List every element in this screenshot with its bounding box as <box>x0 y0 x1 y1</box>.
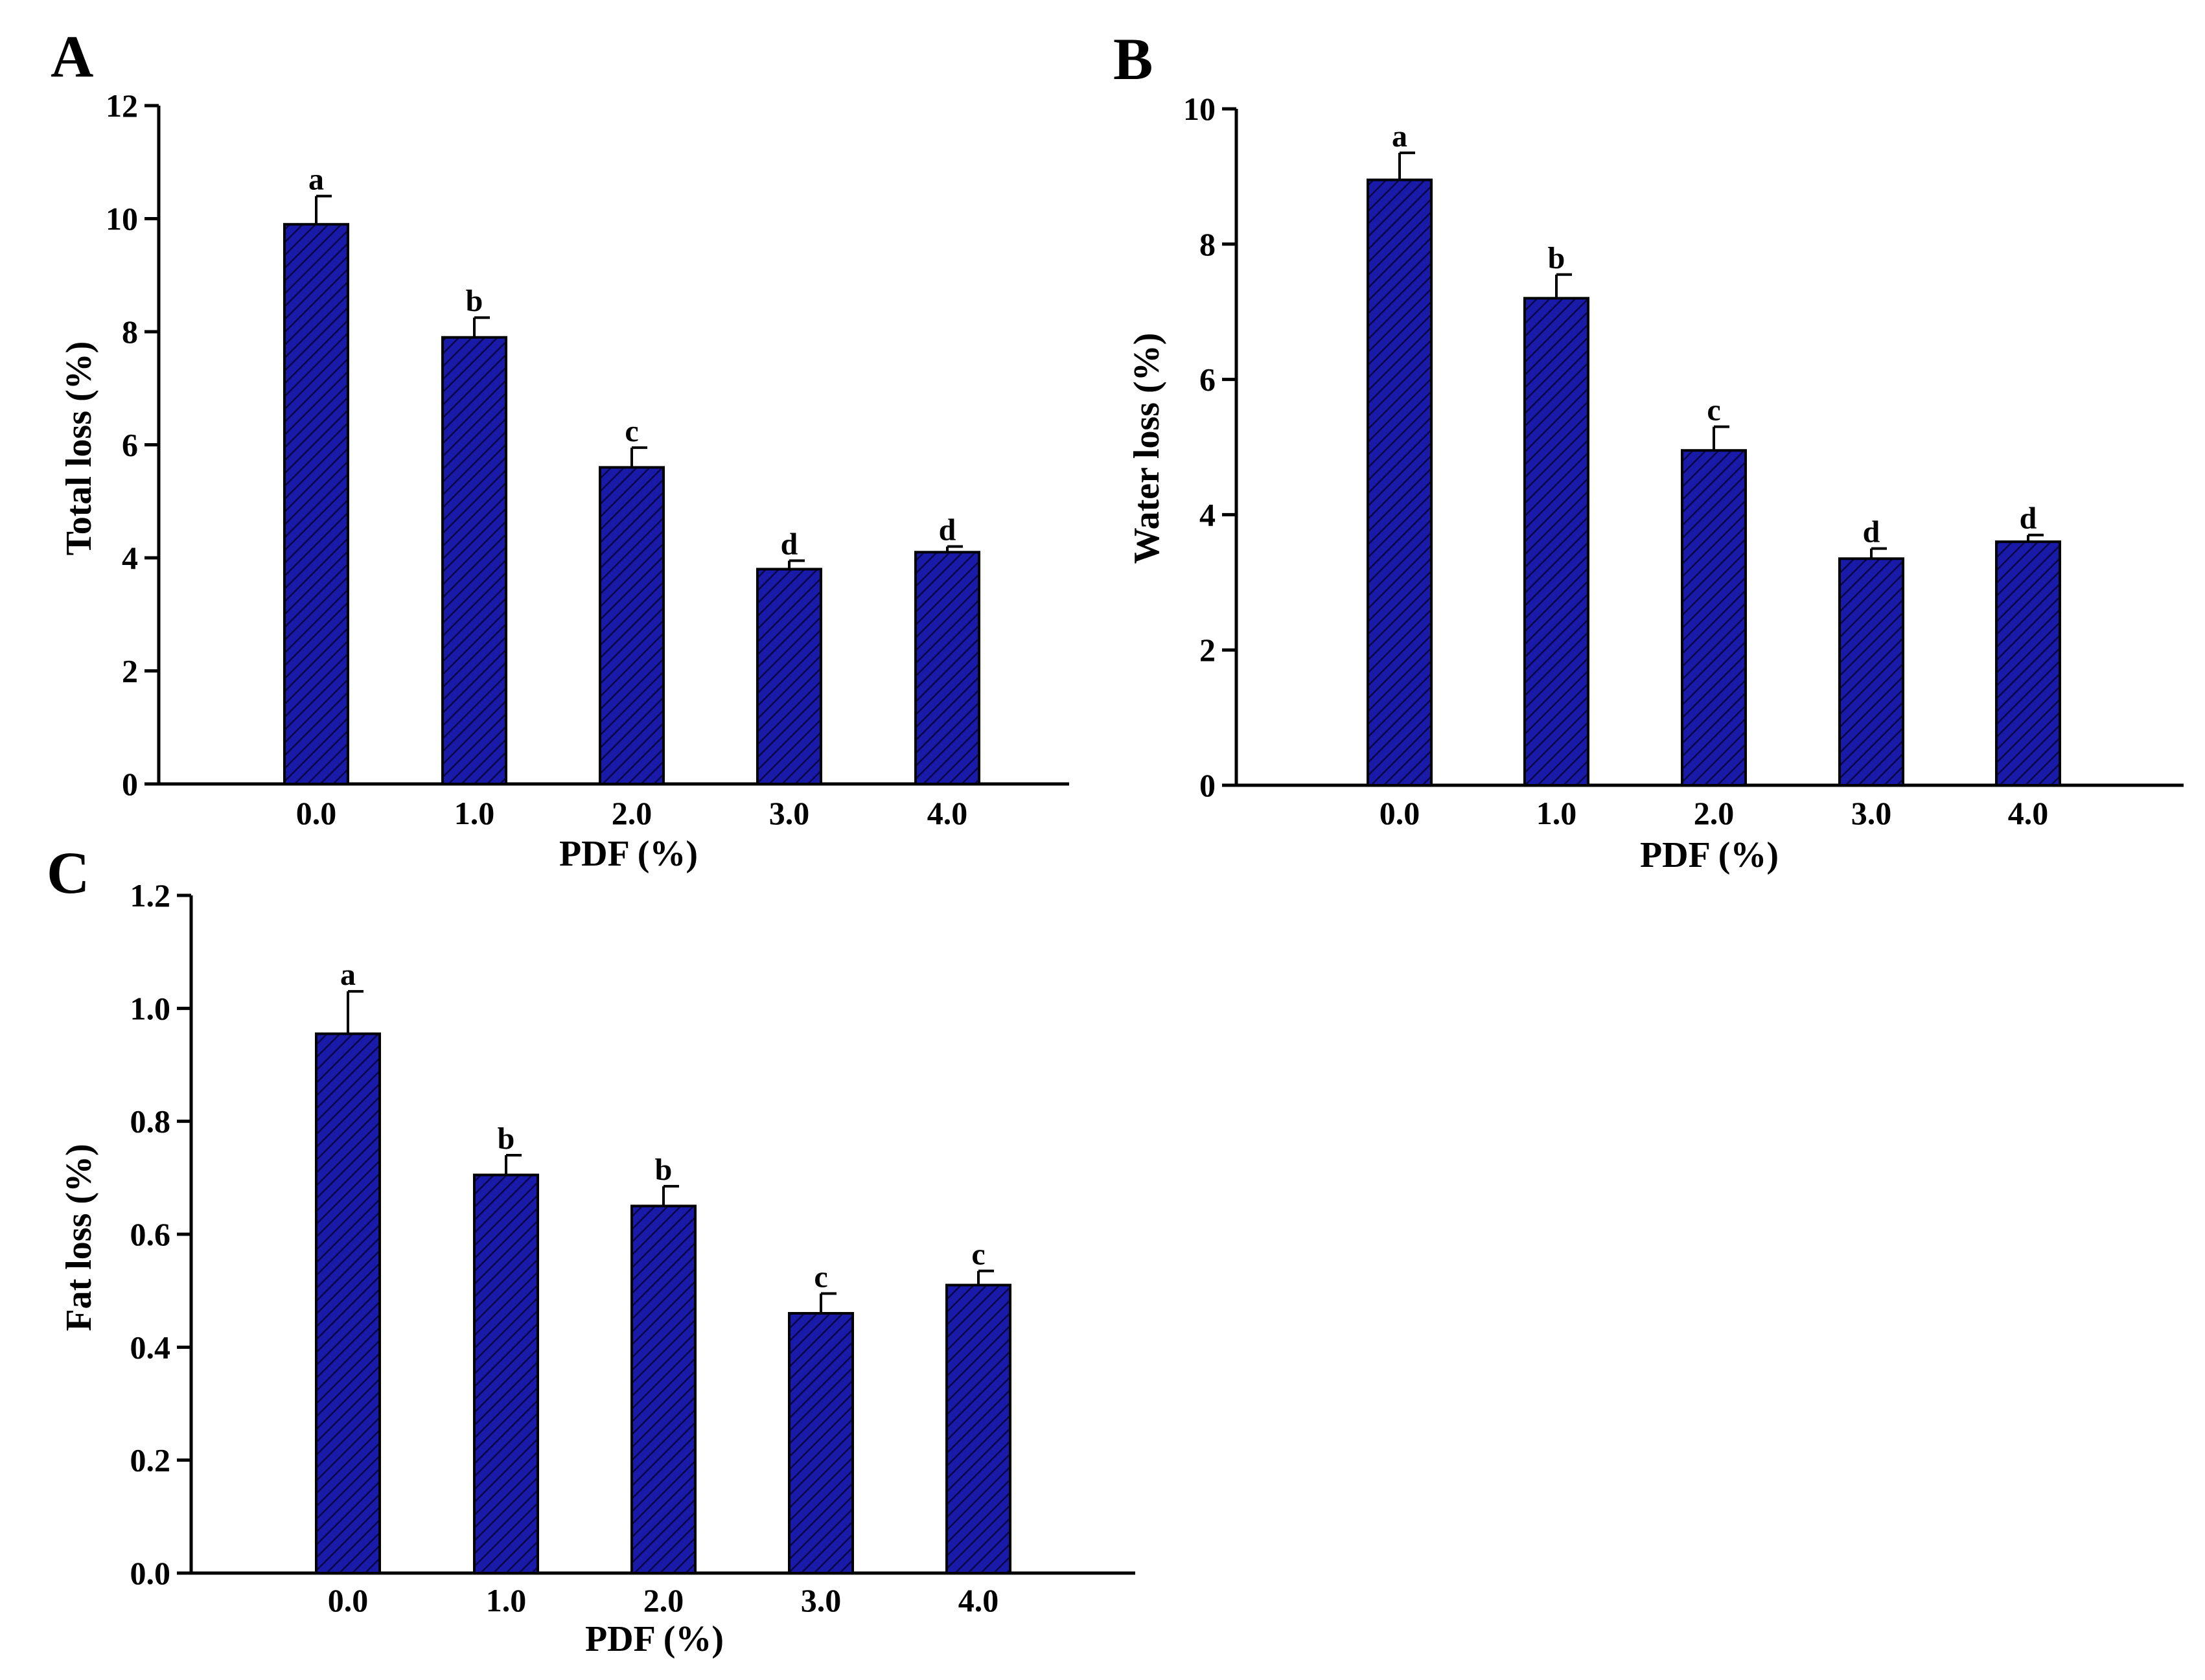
panel-c-x-tick-label: 2.0 <box>643 1582 684 1618</box>
panel-c-y-tick-label: 1.2 <box>130 877 171 914</box>
panel-c-plot: 0.0 0.2 0.4 0.6 0.8 1.0 1.2 a 0.0 b 1.0 b 2.0 c 3.0 c 4.… <box>130 877 1135 1618</box>
panel-c-bar <box>473 1173 539 1574</box>
panel-a-y-tick-label: 0 <box>122 766 138 802</box>
panel-b-bar <box>1838 557 1904 787</box>
panel-b-y-tick-label: 0 <box>1199 767 1216 803</box>
panel-b-y-tick-label: 10 <box>1183 91 1216 127</box>
panel-c-bar <box>630 1204 697 1574</box>
panel-a-y-tick-label: 2 <box>122 653 138 689</box>
panel-c-ylabel: Fat loss (%) <box>59 1144 99 1331</box>
panel-b-bar <box>1367 178 1433 787</box>
panel-b-y-tick-label: 4 <box>1199 496 1216 533</box>
panel-b-y-tick-label: 8 <box>1199 226 1216 262</box>
panel-b-y-tick-label: 6 <box>1199 362 1216 398</box>
panel-c-significance-label: c <box>971 1237 985 1272</box>
panel-a-x-tick-label: 3.0 <box>769 795 810 831</box>
panel-b-significance-label: a <box>1392 119 1407 154</box>
panel-a-x-tick-label: 4.0 <box>927 795 968 831</box>
panel-a-bar <box>441 336 507 785</box>
panel-b-plot: 0 2 4 6 8 10 a 0.0 b 1.0 c 2.0 d 3.0 d 4.0 <box>1183 91 2184 831</box>
panel-a-significance-label: d <box>781 527 798 561</box>
panel-b-bar <box>1995 540 2061 787</box>
panel-c-y-tick-label: 1.0 <box>130 990 171 1026</box>
panel-b-x-tick-label: 4.0 <box>2008 795 2049 831</box>
panel-c-y-tick-label: 0.6 <box>130 1216 171 1252</box>
panel-a-x-tick-label: 2.0 <box>612 795 652 831</box>
panel-a-plot: 0 2 4 6 8 10 12 a 0.0 b 1.0 c 2.0 d 3.0 d 4.0 <box>106 87 1069 831</box>
panel-c-x-tick-label: 0.0 <box>328 1582 369 1618</box>
panel-a-significance-label: b <box>466 284 483 318</box>
panel-b-y-tick-label: 2 <box>1199 632 1216 668</box>
panel-c-x-tick-label: 4.0 <box>958 1582 999 1618</box>
panel-a-y-tick-label: 4 <box>122 540 138 576</box>
panel-b-x-tick-label: 3.0 <box>1851 795 1892 831</box>
panel-c-significance-label: c <box>814 1260 827 1295</box>
panel-a-x-tick-label: 1.0 <box>454 795 495 831</box>
panel-b-significance-label: c <box>1707 393 1720 428</box>
panel-c-bar <box>945 1283 1011 1574</box>
panel-b: B 0 2 4 6 8 10 a 0.0 b 1.0 c 2.0 d 3.0 d 4.0 PDF (%) Wa… <box>1113 26 2184 875</box>
panel-c-x-tick-label: 3.0 <box>801 1582 842 1618</box>
panel-b-x-tick-label: 2.0 <box>1694 795 1735 831</box>
panel-b-bar <box>1681 449 1747 787</box>
panel-a-xlabel: PDF (%) <box>559 834 698 874</box>
panel-c-letter: C <box>47 840 89 906</box>
panel-a-significance-label: c <box>625 414 638 448</box>
panel-a-y-tick-label: 8 <box>122 314 138 350</box>
panel-c-significance-label: b <box>655 1153 673 1187</box>
panel-c-y-tick-label: 0.0 <box>130 1555 171 1591</box>
panel-a-significance-label: a <box>308 163 324 197</box>
panel-a-significance-label: d <box>939 513 956 547</box>
panel-b-bar <box>1523 297 1589 787</box>
panel-a-ylabel: Total loss (%) <box>59 341 99 556</box>
panel-b-significance-label: d <box>2020 501 2037 536</box>
panel-a-bar <box>283 223 349 786</box>
panel-a-bar <box>599 466 665 786</box>
panel-b-significance-label: b <box>1548 241 1565 275</box>
panel-c-significance-label: b <box>498 1122 515 1156</box>
panel-a-bar <box>914 551 980 786</box>
panel-c-y-tick-label: 0.8 <box>130 1103 171 1140</box>
panel-c-bar <box>788 1312 854 1574</box>
panel-a-y-tick-label: 6 <box>122 427 138 463</box>
panel-c: C 0.0 0.2 0.4 0.6 0.8 1.0 1.2 a 0.0 b 1.0 b 2.0 c 3.0 c… <box>47 840 1135 1659</box>
panel-a-y-tick-label: 10 <box>106 201 138 237</box>
panel-c-significance-label: a <box>340 958 356 992</box>
panel-b-x-tick-label: 0.0 <box>1380 795 1420 831</box>
panel-b-letter: B <box>1113 26 1153 92</box>
panel-c-xlabel: PDF (%) <box>585 1619 724 1659</box>
panel-c-y-tick-label: 0.2 <box>130 1442 171 1479</box>
panel-b-significance-label: d <box>1863 515 1880 549</box>
panel-c-bar <box>315 1032 381 1574</box>
panel-b-ylabel: Water loss (%) <box>1127 333 1167 564</box>
panel-c-x-tick-label: 1.0 <box>486 1582 527 1618</box>
panel-b-xlabel: PDF (%) <box>1640 835 1779 875</box>
panel-a-bar <box>756 568 822 785</box>
panel-a-y-tick-label: 12 <box>106 87 138 124</box>
panel-a-x-tick-label: 0.0 <box>296 795 337 831</box>
panel-a-letter: A <box>51 23 93 89</box>
panel-c-y-tick-label: 0.4 <box>130 1329 171 1365</box>
panel-b-x-tick-label: 1.0 <box>1536 795 1577 831</box>
